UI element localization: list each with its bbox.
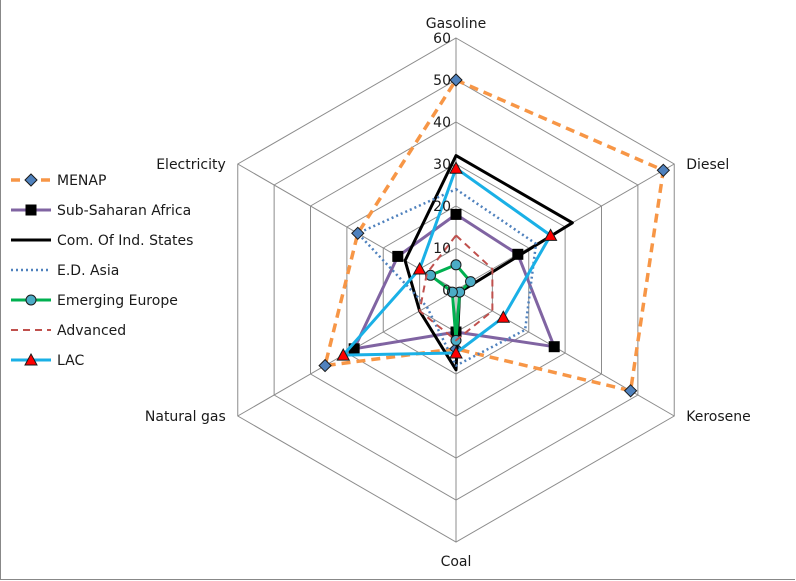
legend-label-advanced: Advanced: [57, 323, 126, 339]
point-lac-gasoline: [449, 161, 463, 174]
legend-label-menap: MENAP: [57, 173, 106, 189]
legend-label-emerging-europe: Emerging Europe: [57, 293, 178, 309]
point-menap-gasoline: [449, 73, 463, 87]
series-advanced: [418, 234, 494, 342]
point-menap-electricity: [351, 226, 365, 241]
axis-kerosene: [455, 289, 675, 417]
tick-label-60: 60: [433, 31, 451, 47]
point-sub-saharan-africa-kerosene: [548, 341, 560, 353]
legend-label-lac: LAC: [57, 353, 84, 369]
tick-label-40: 40: [433, 115, 451, 131]
legend-item-e-d-asia: E.D. Asia: [11, 263, 119, 279]
legend-marker-lac: [24, 352, 38, 366]
category-label-gasoline: Gasoline: [426, 16, 487, 32]
legend-item-lac: LAC: [11, 352, 84, 369]
point-menap-natural-gas: [318, 358, 332, 373]
series-line-advanced: [418, 234, 494, 342]
legend-marker-sub-saharan-africa: [25, 204, 37, 216]
tick-label-0: 0: [442, 283, 451, 299]
point-emerging-europe-diesel: [465, 276, 477, 288]
point-lac-diesel: [543, 228, 558, 241]
category-label-kerosene: Kerosene: [686, 409, 751, 425]
tick-label-20: 20: [433, 199, 451, 215]
point-sub-saharan-africa-gasoline: [450, 208, 462, 220]
legend-label-e-d-asia: E.D. Asia: [57, 263, 119, 279]
legend-item-com-of-ind-states: Com. Of Ind. States: [11, 233, 193, 249]
point-emerging-europe-natural-gas: [446, 286, 458, 298]
legend-item-advanced: Advanced: [11, 323, 126, 339]
point-lac-electricity: [412, 261, 427, 275]
radar-category-labels: Gasoline Diesel Kerosene Coal Natural gas Ele…: [145, 16, 751, 570]
point-sub-saharan-africa-electricity: [392, 250, 404, 262]
point-menap-kerosene: [623, 384, 638, 398]
tick-label-30: 30: [433, 157, 451, 173]
legend-marker-emerging-europe: [25, 294, 37, 306]
radar-series: [318, 73, 671, 398]
series-line-e-d-asia: [356, 187, 538, 367]
tick-label-50: 50: [433, 73, 451, 89]
legend-item-emerging-europe: Emerging Europe: [11, 293, 178, 309]
category-label-diesel: Diesel: [686, 157, 729, 173]
series-lac: [336, 161, 558, 361]
category-label-natural-gas: Natural gas: [145, 409, 226, 425]
series-menap: [318, 73, 671, 398]
point-menap-diesel: [656, 163, 671, 178]
point-lac-natural-gas: [336, 348, 351, 361]
point-lac-kerosene: [496, 310, 511, 323]
legend-label-sub-saharan-africa: Sub-Saharan Africa: [57, 203, 191, 219]
point-emerging-europe-gasoline: [450, 259, 462, 271]
series-e-d-asia: [356, 187, 538, 367]
category-label-coal: Coal: [441, 554, 472, 570]
legend-label-com-of-ind-states: Com. Of Ind. States: [57, 233, 193, 249]
category-label-electricity: Electricity: [156, 157, 226, 173]
series-line-com-of-ind-states: [403, 154, 574, 372]
legend-item-menap: MENAP: [11, 173, 106, 189]
legend: MENAP Sub-Saharan Africa Com. Of Ind. Stat…: [11, 173, 193, 369]
legend-item-sub-saharan-africa: Sub-Saharan Africa: [11, 203, 191, 219]
tick-label-10: 10: [433, 241, 451, 257]
radar-tick-labels: 0 10 20 30 40 50 60: [433, 31, 451, 299]
series-com-of-ind-states: [403, 154, 574, 372]
point-lac-coal: [449, 345, 463, 359]
legend-marker-menap: [24, 173, 38, 187]
